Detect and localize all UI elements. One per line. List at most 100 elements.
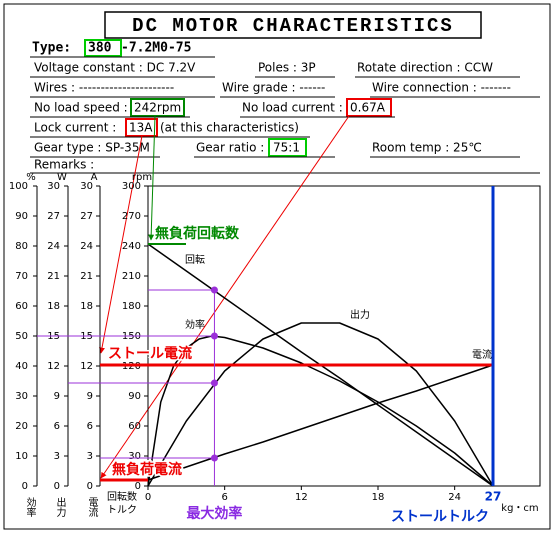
axis-unit: rpm bbox=[132, 172, 152, 183]
type-rest: -7.2M0-75 bbox=[121, 41, 191, 56]
arrow bbox=[99, 135, 143, 354]
axis-unit: A bbox=[91, 172, 98, 183]
y-tick-label: 6 bbox=[54, 421, 60, 432]
x-axis-label: トルク bbox=[107, 504, 137, 516]
field: Wires : ---------------------- bbox=[34, 81, 174, 95]
title-box bbox=[104, 11, 482, 39]
axis-label: 効率 bbox=[24, 496, 36, 518]
frame bbox=[3, 3, 551, 530]
title: DC MOTOR CHARACTERISTICS bbox=[132, 15, 454, 37]
series-label: 効率 bbox=[185, 318, 205, 331]
y-tick-label: 0 bbox=[135, 481, 141, 492]
y-tick-label: 0 bbox=[87, 481, 93, 492]
no-load-speed-label: 無負荷回転数 bbox=[155, 225, 240, 242]
no-load-current-label: 無負荷電流 bbox=[112, 461, 182, 478]
y-tick-label: 270 bbox=[122, 211, 141, 222]
y-tick-label: 300 bbox=[122, 181, 141, 192]
field: Gear type : SP-35M bbox=[34, 141, 150, 155]
field: Remarks : bbox=[34, 158, 94, 172]
stall-current-label: ストール電流 bbox=[108, 345, 192, 362]
axis-unit: % bbox=[26, 172, 36, 183]
x-unit: kg・cm bbox=[501, 503, 538, 514]
y-tick-label: 210 bbox=[122, 271, 141, 282]
y-tick-label: 0 bbox=[22, 481, 28, 492]
field: Room temp : 25℃ bbox=[372, 141, 482, 155]
y-tick-label: 18 bbox=[80, 301, 93, 312]
series-line bbox=[147, 322, 494, 487]
field-value: 13A bbox=[129, 121, 153, 135]
y-tick-label: 90 bbox=[128, 391, 141, 402]
field: Lock current : bbox=[34, 121, 116, 135]
y-tick-label: 30 bbox=[47, 181, 60, 192]
x-tick-label: 24 bbox=[448, 492, 461, 503]
y-tick-label: 18 bbox=[47, 301, 60, 312]
y-tick-label: 30 bbox=[128, 451, 141, 462]
field: Poles : 3P bbox=[258, 61, 316, 75]
y-tick-label: 30 bbox=[80, 181, 93, 192]
field-value: 75:1 bbox=[273, 141, 300, 155]
y-tick-label: 90 bbox=[15, 211, 28, 222]
axis-label: 電流 bbox=[86, 497, 98, 518]
y-tick-label: 30 bbox=[15, 391, 28, 402]
type-code: 380 bbox=[88, 41, 112, 56]
y-tick-label: 3 bbox=[87, 451, 93, 462]
y-tick-label: 21 bbox=[80, 271, 93, 282]
x-tick-label: 6 bbox=[221, 492, 227, 503]
y-tick-label: 10 bbox=[15, 451, 28, 462]
series-line bbox=[147, 364, 494, 481]
box bbox=[346, 98, 392, 117]
y-tick-label: 24 bbox=[47, 241, 60, 252]
max-efficiency-point bbox=[210, 286, 218, 294]
y-tick-label: 12 bbox=[80, 361, 93, 372]
y-tick-label: 100 bbox=[9, 181, 28, 192]
field: Gear ratio : bbox=[196, 141, 264, 155]
max-efficiency-point bbox=[210, 332, 218, 340]
field-value: 242rpm bbox=[134, 101, 181, 115]
y-tick-label: 80 bbox=[15, 241, 28, 252]
x-tick-label: 18 bbox=[372, 492, 385, 503]
x-tick-label: 12 bbox=[295, 492, 308, 503]
max-efficiency-point bbox=[210, 454, 218, 462]
field: Wire connection : ------- bbox=[372, 81, 511, 95]
box bbox=[84, 39, 122, 57]
axis-label: 回転数 bbox=[107, 490, 137, 503]
arrow bbox=[100, 115, 350, 479]
series-line bbox=[147, 335, 494, 487]
y-tick-label: 180 bbox=[122, 301, 141, 312]
arrow bbox=[148, 115, 156, 241]
y-tick-label: 40 bbox=[15, 361, 28, 372]
stall-torque-tick: 27 bbox=[485, 490, 502, 504]
y-tick-label: 60 bbox=[15, 301, 28, 312]
y-tick-label: 9 bbox=[54, 391, 60, 402]
y-tick-label: 0 bbox=[54, 481, 60, 492]
type-label: Type: bbox=[32, 41, 71, 56]
y-tick-label: 50 bbox=[15, 331, 28, 342]
max-efficiency-label: 最大効率 bbox=[186, 505, 242, 522]
y-tick-label: 20 bbox=[15, 421, 28, 432]
max-efficiency-point bbox=[210, 379, 218, 387]
stall-torque-label: ストールトルク bbox=[391, 509, 489, 525]
y-tick-label: 9 bbox=[87, 391, 93, 402]
y-tick-label: 24 bbox=[80, 241, 93, 252]
axis-unit: W bbox=[57, 172, 67, 183]
y-tick-label: 21 bbox=[47, 271, 60, 282]
header: Type: 380 -7.2M0-75 Voltage constant : D… bbox=[30, 39, 540, 174]
y-tick-label: 70 bbox=[15, 271, 28, 282]
field: (at this characteristics) bbox=[160, 121, 299, 135]
field: No load current : bbox=[242, 101, 343, 115]
field: Voltage constant : DC 7.2V bbox=[34, 61, 196, 75]
x-tick-label: 0 bbox=[145, 492, 151, 503]
y-tick-label: 27 bbox=[80, 211, 93, 222]
y-tick-label: 60 bbox=[128, 421, 141, 432]
y-tick-label: 12 bbox=[47, 361, 60, 372]
y-tick-label: 3 bbox=[54, 451, 60, 462]
box bbox=[130, 98, 185, 117]
y-tick-label: 27 bbox=[47, 211, 60, 222]
series-label: 電流 bbox=[472, 348, 492, 361]
y-tick-label: 240 bbox=[122, 241, 141, 252]
field: Wire grade : ------ bbox=[222, 81, 325, 95]
y-tick-label: 6 bbox=[87, 421, 93, 432]
series-label: 出力 bbox=[350, 308, 370, 321]
